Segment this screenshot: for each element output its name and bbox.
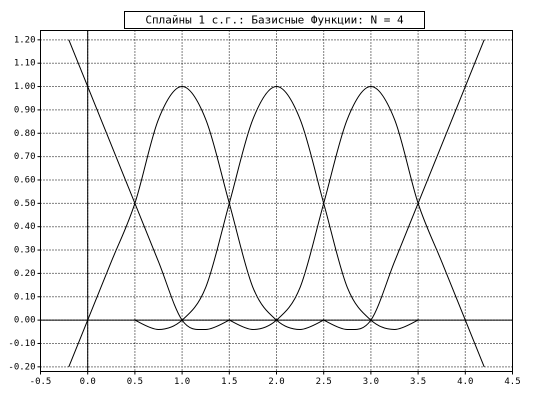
x-tick-label: 3.5 <box>410 377 426 387</box>
x-tick-label: 1.0 <box>174 377 190 387</box>
y-tick-label: 0.90 <box>14 105 36 115</box>
x-tick-label: 2.5 <box>316 377 332 387</box>
x-tick-label: 4.5 <box>504 377 520 387</box>
basis-curve <box>134 86 419 330</box>
y-tick-label: 0.80 <box>14 129 36 139</box>
y-tick-label: 0.40 <box>14 222 36 232</box>
basis-curve <box>229 86 485 368</box>
basis-curve <box>68 39 230 331</box>
y-tick-label: 0.70 <box>14 152 36 162</box>
title-box <box>124 11 425 29</box>
y-tick-label: 0.60 <box>14 175 36 185</box>
x-tick-label: 0.0 <box>80 377 96 387</box>
chart-title: Сплайны 1 с.г.: Базисные Функции: N = 4 <box>145 14 404 27</box>
y-tick-label: -0.10 <box>8 339 35 349</box>
y-tick-label: 0.00 <box>14 316 36 326</box>
x-tick-label: 1.5 <box>221 377 237 387</box>
y-tick-label: 1.10 <box>14 59 36 69</box>
x-tick-label: -0.5 <box>30 377 52 387</box>
y-tick-label: -0.20 <box>8 362 35 372</box>
y-tick-label: 0.30 <box>14 246 36 256</box>
x-tick-label: 3.0 <box>363 377 379 387</box>
y-tick-label: 0.20 <box>14 269 36 279</box>
basis-curve <box>323 39 485 331</box>
x-tick-label: 4.0 <box>457 377 473 387</box>
x-tick-label: 0.5 <box>127 377 143 387</box>
y-tick-label: 1.00 <box>14 82 36 92</box>
x-tick-label: 2.0 <box>268 377 284 387</box>
y-tick-label: 0.50 <box>14 199 36 209</box>
y-tick-label: 1.20 <box>14 35 36 45</box>
y-tick-label: 0.10 <box>14 292 36 302</box>
